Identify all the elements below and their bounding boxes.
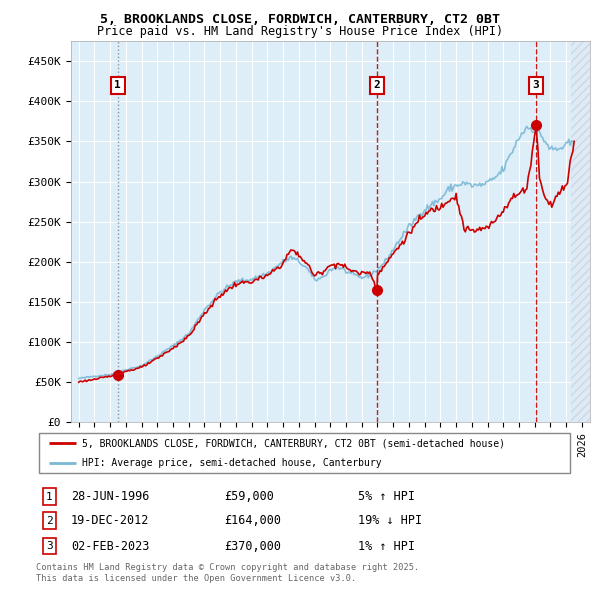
Bar — [571, 41, 590, 422]
Text: 1: 1 — [46, 492, 53, 502]
Text: 3: 3 — [533, 80, 539, 90]
Text: £59,000: £59,000 — [224, 490, 274, 503]
Text: 19-DEC-2012: 19-DEC-2012 — [71, 514, 149, 527]
Text: 28-JUN-1996: 28-JUN-1996 — [71, 490, 149, 503]
Text: 1% ↑ HPI: 1% ↑ HPI — [358, 540, 415, 553]
Text: £370,000: £370,000 — [224, 540, 281, 553]
FancyBboxPatch shape — [38, 433, 571, 473]
Text: 5% ↑ HPI: 5% ↑ HPI — [358, 490, 415, 503]
Text: 5, BROOKLANDS CLOSE, FORDWICH, CANTERBURY, CT2 0BT (semi-detached house): 5, BROOKLANDS CLOSE, FORDWICH, CANTERBUR… — [82, 438, 505, 448]
Text: 2: 2 — [374, 80, 380, 90]
Text: 02-FEB-2023: 02-FEB-2023 — [71, 540, 149, 553]
Text: £164,000: £164,000 — [224, 514, 281, 527]
Text: 3: 3 — [46, 541, 53, 551]
Text: HPI: Average price, semi-detached house, Canterbury: HPI: Average price, semi-detached house,… — [82, 458, 381, 468]
Text: 5, BROOKLANDS CLOSE, FORDWICH, CANTERBURY, CT2 0BT: 5, BROOKLANDS CLOSE, FORDWICH, CANTERBUR… — [100, 13, 500, 26]
Text: 2: 2 — [46, 516, 53, 526]
Text: 1: 1 — [115, 80, 121, 90]
Text: 19% ↓ HPI: 19% ↓ HPI — [358, 514, 422, 527]
Text: Contains HM Land Registry data © Crown copyright and database right 2025.
This d: Contains HM Land Registry data © Crown c… — [36, 563, 419, 583]
Text: Price paid vs. HM Land Registry's House Price Index (HPI): Price paid vs. HM Land Registry's House … — [97, 25, 503, 38]
